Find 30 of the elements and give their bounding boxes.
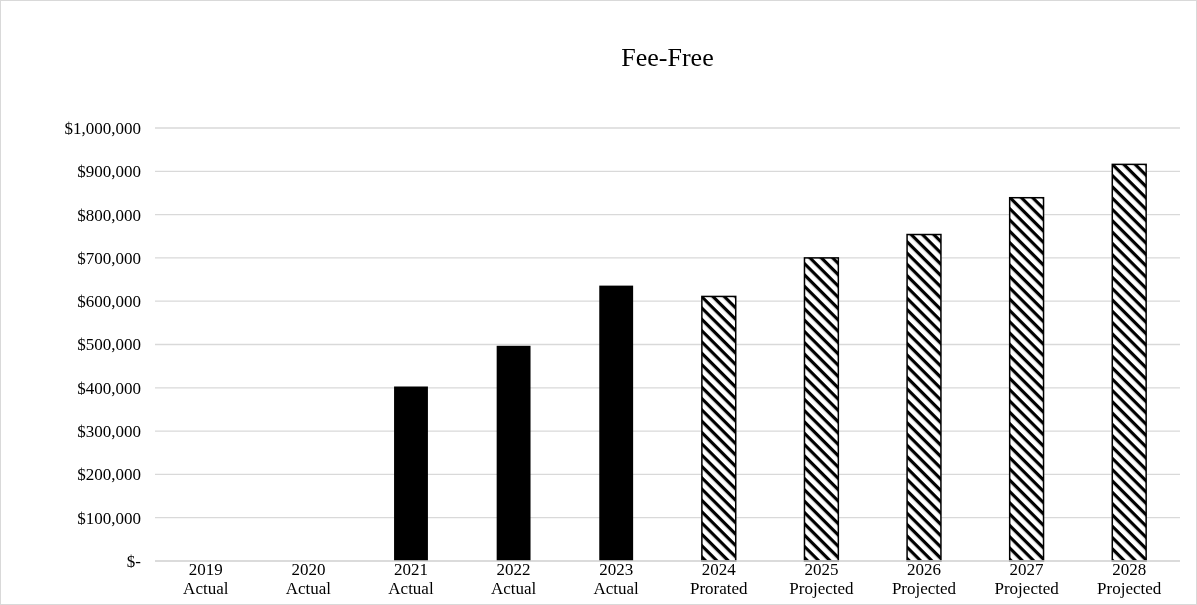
y-tick-label: $700,000 bbox=[77, 248, 141, 268]
bar bbox=[701, 295, 737, 562]
bar bbox=[599, 285, 634, 561]
y-tick-label: $900,000 bbox=[77, 162, 141, 182]
y-tick-label: $500,000 bbox=[77, 335, 141, 355]
y-tick-label: $100,000 bbox=[77, 508, 141, 528]
bar bbox=[394, 386, 428, 561]
bar bbox=[1008, 196, 1045, 562]
x-tick-label: 2020 Actual bbox=[285, 560, 332, 598]
y-tick-label: $600,000 bbox=[77, 292, 141, 312]
bar bbox=[803, 257, 840, 562]
x-tick-label: 2025 Projected bbox=[789, 560, 854, 598]
y-tick-label: $1,000,000 bbox=[64, 118, 141, 138]
y-tick-label: $- bbox=[126, 551, 142, 571]
y-tick-label: $200,000 bbox=[77, 465, 141, 485]
bar bbox=[496, 345, 531, 561]
x-tick-label: 2027 Projected bbox=[994, 560, 1060, 598]
x-tick-label: 2023 Actual bbox=[593, 560, 640, 598]
x-tick-label: 2019 Actual bbox=[183, 560, 229, 598]
x-tick-label: 2022 Actual bbox=[490, 560, 537, 598]
x-tick-label: 2028 Projected bbox=[1097, 560, 1162, 598]
x-tick-label: 2024 Prorated bbox=[690, 560, 749, 598]
y-tick-label: $400,000 bbox=[77, 378, 141, 398]
y-tick-label: $800,000 bbox=[77, 205, 141, 225]
bar bbox=[1111, 163, 1147, 562]
bar bbox=[906, 233, 942, 562]
y-tick-label: $300,000 bbox=[77, 422, 141, 442]
x-tick-label: 2021 Actual bbox=[388, 560, 434, 598]
chart-title: Fee-Free bbox=[621, 43, 714, 72]
x-tick-label: 2026 Projected bbox=[891, 560, 957, 598]
